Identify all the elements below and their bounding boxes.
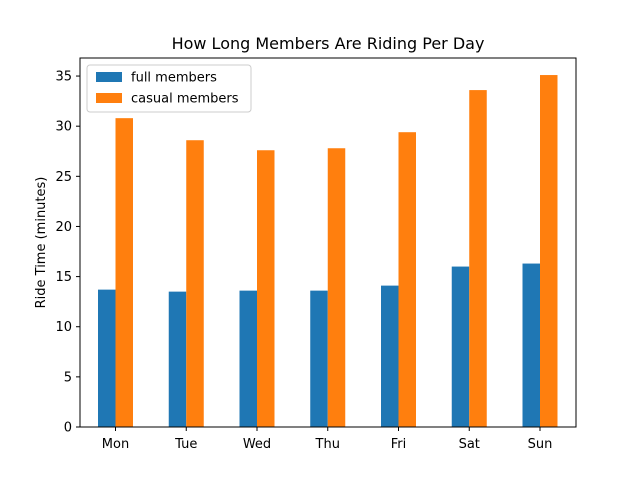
y-tick-label: 0 <box>64 421 72 436</box>
legend-label: casual members <box>131 92 239 107</box>
legend-swatch-full-members <box>96 72 122 82</box>
y-tick-label: 30 <box>55 120 72 135</box>
bar-casual-members-tue <box>186 140 204 427</box>
bar-full-members-sat <box>451 266 470 427</box>
y-tick-label: 5 <box>64 370 72 385</box>
y-axis-ticks: 0 5 10 15 20 25 30 35 <box>55 70 80 436</box>
x-tick-label: Sat <box>459 437 480 452</box>
y-tick-label: 20 <box>55 220 72 235</box>
bar-full-members-wed <box>239 290 257 427</box>
y-tick-label: 25 <box>55 170 72 185</box>
bar-full-members-tue <box>168 291 187 427</box>
y-tick-label: 15 <box>55 270 72 285</box>
bars-group <box>98 75 558 428</box>
x-axis-ticks: Mon Tue Wed Thu Fri Sat Sun <box>102 427 553 452</box>
plot-frame <box>79 57 577 428</box>
x-tick-label: Fri <box>391 437 407 452</box>
bar-casual-members-mon <box>115 118 133 428</box>
bar-full-members-thu <box>310 290 328 427</box>
bar-casual-members-wed <box>257 150 275 427</box>
bar-full-members-sun <box>522 263 540 427</box>
legend-label: full members <box>131 71 217 86</box>
bar-casual-members-sun <box>540 75 558 427</box>
bar-full-members-fri <box>381 285 399 427</box>
x-tick-label: Thu <box>315 437 340 452</box>
x-tick-label: Mon <box>102 437 129 452</box>
x-tick-label: Tue <box>174 437 197 452</box>
bar-casual-members-thu <box>327 148 346 427</box>
y-tick-label: 10 <box>55 320 72 335</box>
legend-swatch-casual-members <box>96 93 122 103</box>
bar-full-members-mon <box>98 289 116 427</box>
legend: full members casual members <box>86 64 252 113</box>
bar-casual-members-sat <box>469 90 487 427</box>
y-tick-label: 35 <box>55 70 72 85</box>
x-tick-label: Sun <box>528 437 553 452</box>
legend-box <box>86 64 252 113</box>
bar-casual-members-fri <box>398 132 416 427</box>
y-axis-label: Ride Time (minutes) <box>34 177 49 309</box>
x-tick-label: Wed <box>243 437 271 452</box>
chart-title: How Long Members Are Riding Per Day <box>172 34 485 53</box>
